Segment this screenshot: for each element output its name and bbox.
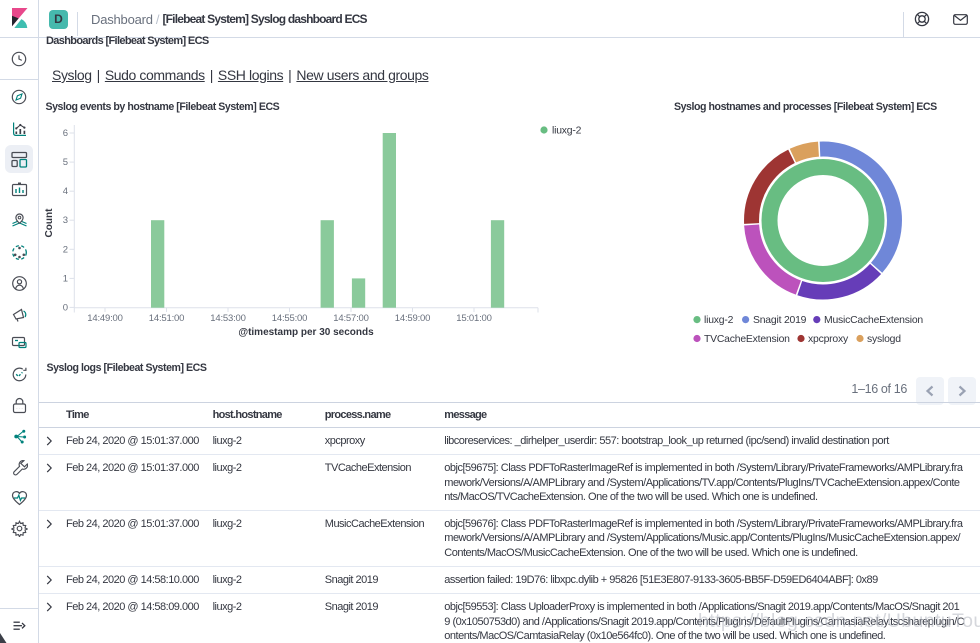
svg-text:14:55:00: 14:55:00: [272, 313, 307, 324]
svg-text:14:53:00: 14:53:00: [210, 313, 245, 324]
svg-text:syslogd: syslogd: [867, 334, 901, 345]
svg-text:MusicCacheExtension: MusicCacheExtension: [824, 315, 923, 326]
svg-text:15:01:00: 15:01:00: [456, 313, 491, 324]
svg-text:@timestamp per 30 seconds: @timestamp per 30 seconds: [238, 327, 374, 338]
svg-text:4: 4: [63, 186, 68, 197]
svg-text:14:59:00: 14:59:00: [395, 313, 430, 324]
svg-text:5: 5: [63, 157, 68, 168]
svg-text:1: 1: [63, 273, 68, 284]
svg-text:3: 3: [63, 215, 68, 226]
svg-text:14:49:00: 14:49:00: [87, 313, 122, 324]
svg-text:Snagit 2019: Snagit 2019: [753, 315, 807, 326]
svg-text:xpcproxy: xpcproxy: [808, 334, 849, 345]
svg-text:liuxg-2: liuxg-2: [552, 126, 582, 137]
svg-text:2: 2: [63, 244, 68, 255]
svg-text:6: 6: [63, 128, 68, 139]
svg-text:14:57:00: 14:57:00: [333, 313, 368, 324]
svg-text:14:51:00: 14:51:00: [149, 313, 184, 324]
svg-text:0: 0: [63, 302, 68, 313]
svg-text:TVCacheExtension: TVCacheExtension: [704, 334, 790, 345]
svg-text:liuxg-2: liuxg-2: [704, 315, 734, 326]
svg-text:Count: Count: [44, 208, 55, 238]
